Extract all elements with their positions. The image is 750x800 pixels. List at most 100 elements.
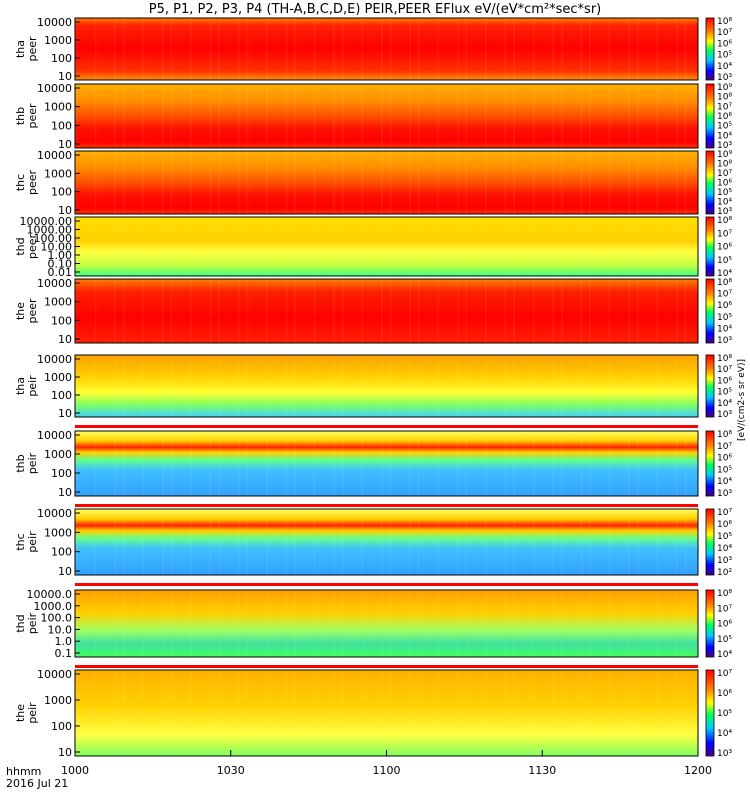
y-axis-label: thcpeir: [14, 531, 39, 553]
x-tick-label: 1130: [528, 764, 556, 777]
texture-stripe: [237, 431, 240, 496]
texture-stripe: [628, 590, 631, 657]
y-tick-label: 100: [51, 314, 72, 327]
texture-stripe: [114, 151, 117, 214]
texture-stripe: [190, 279, 193, 343]
texture-stripe: [341, 279, 344, 343]
texture-stripe: [209, 431, 212, 496]
texture-stripe: [161, 84, 164, 148]
texture-stripe: [170, 590, 173, 657]
colorbar-tick-label: 10⁵: [717, 51, 732, 61]
texture-stripe: [209, 18, 212, 80]
texture-stripe: [285, 84, 288, 148]
texture-stripe: [265, 590, 268, 657]
texture-stripe: [94, 431, 97, 496]
spectrogram-image: [75, 670, 698, 756]
texture-stripe: [437, 509, 440, 575]
texture-stripe: [484, 670, 487, 756]
colorbar-tick-label: 10⁶: [717, 179, 732, 189]
texture-stripe: [628, 279, 631, 343]
texture-stripe: [237, 590, 240, 657]
status-bar: [75, 504, 698, 507]
texture-stripe: [580, 279, 583, 343]
texture-stripe: [532, 431, 535, 496]
y-tick-label: 1000: [44, 296, 72, 309]
texture-stripe: [246, 217, 249, 276]
colorbar: [705, 278, 715, 344]
texture-stripe: [560, 217, 563, 276]
y-axis-species: peir: [26, 612, 39, 634]
texture-stripe: [333, 151, 336, 214]
texture-stripe: [532, 279, 535, 343]
texture-stripe: [608, 151, 611, 214]
y-tick-label: 10000: [37, 16, 72, 29]
texture-stripe: [246, 279, 249, 343]
texture-stripe: [675, 355, 678, 417]
colorbar: [705, 669, 715, 757]
texture-stripe: [552, 670, 555, 756]
y-axis-label: thapeir: [14, 375, 39, 397]
texture-stripe: [580, 84, 583, 148]
colorbar-tick-label: 10³: [717, 207, 732, 217]
texture-stripe: [237, 670, 240, 756]
texture-stripe: [190, 84, 193, 148]
texture-stripe: [389, 590, 392, 657]
texture-stripe: [161, 670, 164, 756]
y-tick-label: 1000: [44, 101, 72, 114]
colorbar-tick-label: 10³: [717, 749, 732, 759]
texture-stripe: [190, 431, 193, 496]
x-axis-label-hhmm: hhmm: [6, 765, 41, 778]
texture-stripe: [294, 431, 297, 496]
texture-stripe: [285, 431, 288, 496]
texture-stripe: [560, 355, 563, 417]
y-tick-label: 10: [58, 333, 72, 346]
texture-stripe: [389, 18, 392, 80]
y-tick-label: 10000: [37, 353, 72, 366]
texture-stripe: [588, 355, 591, 417]
texture-stripe: [656, 670, 659, 756]
y-tick-label: 100: [51, 186, 72, 199]
texture-stripe: [456, 217, 459, 276]
texture-stripe: [333, 509, 336, 575]
texture-stripe: [636, 509, 639, 575]
texture-stripe: [142, 509, 145, 575]
texture-stripe: [608, 590, 611, 657]
texture-stripe: [218, 590, 221, 657]
texture-stripe: [656, 84, 659, 148]
texture-stripe: [341, 18, 344, 80]
texture-stripe: [361, 279, 364, 343]
texture-stripe: [380, 279, 383, 343]
texture-stripe: [380, 670, 383, 756]
colorbar: [705, 83, 715, 149]
y-axis-probe: thc: [14, 533, 27, 550]
texture-stripe: [313, 18, 316, 80]
y-tick-label: 10000: [37, 82, 72, 95]
texture-stripe: [513, 151, 516, 214]
y-tick-label: 10: [58, 565, 72, 578]
panel-frame: [74, 83, 699, 149]
y-tick-label: 100.00: [34, 232, 73, 245]
texture-stripe: [532, 590, 535, 657]
colorbar-tick-label: 10⁸: [717, 354, 732, 364]
texture-stripe: [656, 279, 659, 343]
texture-stripe: [94, 279, 97, 343]
texture-stripe: [389, 279, 392, 343]
texture-stripe: [142, 279, 145, 343]
texture-stripe: [608, 431, 611, 496]
texture-stripe: [341, 590, 344, 657]
texture-stripe: [465, 279, 468, 343]
texture-stripe: [504, 217, 507, 276]
texture-stripe: [465, 151, 468, 214]
y-axis-species: peer: [26, 298, 39, 324]
texture-stripe: [122, 590, 125, 657]
texture-stripe: [675, 670, 678, 756]
texture-stripe: [675, 84, 678, 148]
texture-stripe: [636, 18, 639, 80]
texture-stripe: [484, 590, 487, 657]
texture-stripe: [456, 431, 459, 496]
spectrogram-image: [75, 355, 698, 417]
y-tick-label: 1000.00: [27, 224, 73, 237]
texture-stripe: [389, 151, 392, 214]
colorbar-tick-label: 10⁷: [717, 604, 732, 614]
